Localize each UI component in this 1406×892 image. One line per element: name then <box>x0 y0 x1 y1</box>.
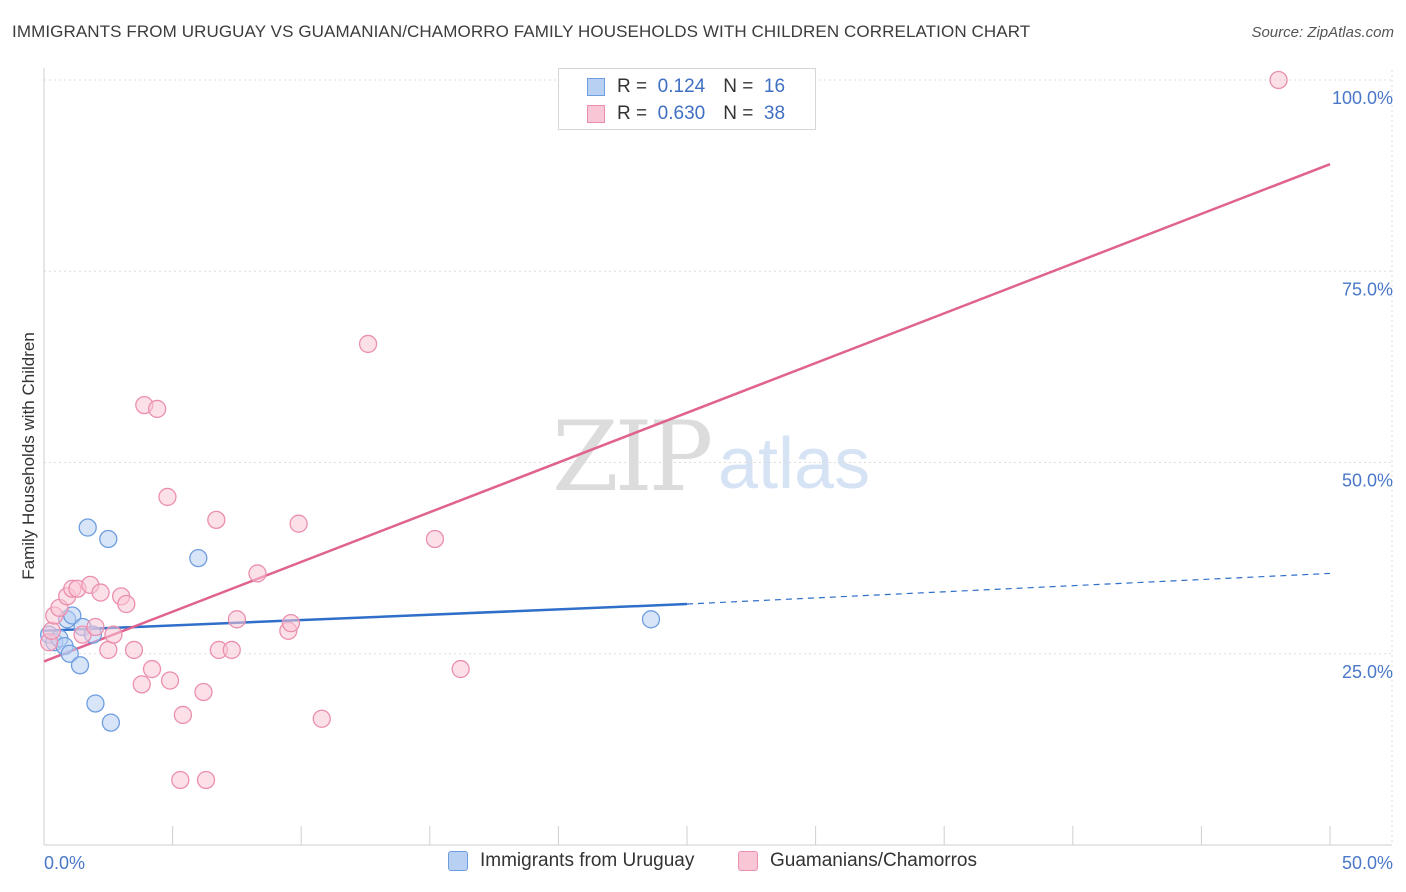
point-uruguay <box>641 610 661 629</box>
x-tick-label: 0.0% <box>44 853 85 873</box>
bottom-legend-uruguay: Immigrants from Uruguay <box>448 850 694 872</box>
point-guamanian <box>148 399 167 419</box>
bottom-legend-swatch-blue <box>448 851 468 871</box>
x-tick-labels: 0.0% 50.0% <box>44 853 1393 873</box>
point-uruguay <box>70 656 90 675</box>
y-tick-label: 75.0% <box>1342 279 1393 299</box>
point-uruguay <box>60 644 79 663</box>
point-guamanian <box>289 514 308 533</box>
chart-title: IMMIGRANTS FROM URUGUAY VS GUAMANIAN/CHA… <box>12 22 1031 41</box>
legend-swatch-blue <box>587 78 605 96</box>
legend-n-label: N = <box>723 76 754 97</box>
legend-n-value: 38 <box>763 103 786 124</box>
point-uruguay <box>99 529 118 549</box>
watermark-zip: ZIP <box>552 401 711 513</box>
legend-r-label: R = <box>617 103 648 124</box>
axes <box>43 68 1392 846</box>
point-guamanian <box>425 529 445 549</box>
point-guamanian <box>158 487 177 507</box>
point-guamanian <box>222 640 241 660</box>
watermark-atlas: atlas <box>718 424 870 504</box>
legend-row-uruguay: R = 0.124 N = 16 <box>587 74 785 100</box>
point-guamanian <box>42 621 61 640</box>
source-credit: Source: ZipAtlas.com <box>1251 24 1394 41</box>
trend-line-guamanian <box>43 162 1331 663</box>
legend-r-value: 0.124 <box>657 76 706 97</box>
point-guamanian <box>142 659 162 679</box>
point-guamanian <box>227 610 247 629</box>
legend-r-value: 0.630 <box>657 103 706 124</box>
data-points <box>39 70 1288 790</box>
legend-swatch-pink <box>587 105 605 123</box>
x-tick-label: 50.0% <box>1342 853 1393 873</box>
bottom-legend-label: Immigrants from Uruguay <box>480 850 695 871</box>
legend-n-value: 16 <box>763 76 786 97</box>
point-guamanian <box>196 770 216 790</box>
point-guamanian <box>91 583 110 602</box>
point-guamanian <box>312 709 331 728</box>
gridlines <box>44 70 1393 845</box>
y-tick-label: 50.0% <box>1342 471 1393 491</box>
point-guamanian <box>194 682 213 702</box>
point-guamanian <box>1269 70 1288 90</box>
y-tick-labels: 25.0% 50.0% 75.0% 100.0% <box>1332 88 1393 682</box>
point-guamanian <box>117 594 136 614</box>
legend-r-label: R = <box>617 76 648 97</box>
point-guamanian <box>124 640 144 660</box>
point-guamanian <box>160 671 180 690</box>
point-guamanian <box>86 617 105 637</box>
point-uruguay <box>189 548 208 568</box>
y-tick-label: 25.0% <box>1342 662 1393 682</box>
point-uruguay <box>78 518 97 537</box>
stats-legend: R = 0.124 N = 16 R = 0.630 N = 38 <box>558 68 816 130</box>
point-guamanian <box>104 625 123 644</box>
point-guamanian <box>281 614 301 633</box>
point-guamanian <box>173 705 193 725</box>
trend-lines <box>43 162 1331 663</box>
legend-row-guamanian: R = 0.630 N = 38 <box>587 101 785 127</box>
trend-line-uruguay <box>43 602 688 633</box>
point-guamanian <box>132 675 151 694</box>
legend-n-label: N = <box>723 103 754 124</box>
y-axis-label: Family Households with Children <box>19 332 38 580</box>
y-tick-label: 100.0% <box>1332 88 1393 108</box>
point-uruguay <box>86 694 105 713</box>
point-guamanian <box>99 640 118 660</box>
point-guamanian <box>248 564 267 583</box>
bottom-legend-swatch-pink <box>738 851 758 871</box>
bottom-legend-guamanian: Guamanians/Chamorros <box>738 850 977 872</box>
trend-line-uruguay-extension <box>686 572 1331 605</box>
point-guamanian <box>207 510 226 530</box>
point-guamanian <box>358 334 378 354</box>
point-guamanian <box>451 659 470 679</box>
point-uruguay <box>101 713 121 732</box>
bottom-legend-label: Guamanians/Chamorros <box>770 850 977 871</box>
point-guamanian <box>171 770 190 790</box>
